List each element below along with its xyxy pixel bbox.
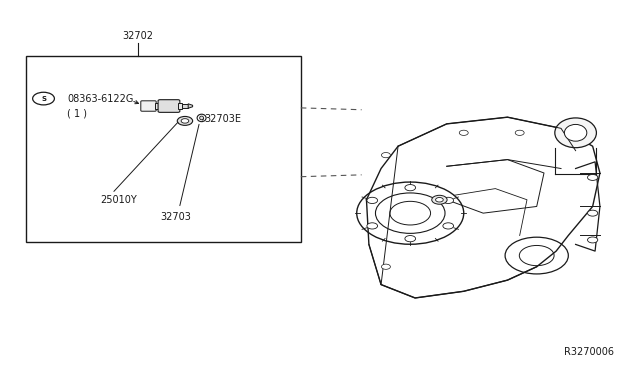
Bar	[182, 104, 188, 108]
Circle shape	[436, 198, 444, 202]
Circle shape	[405, 235, 415, 242]
Circle shape	[588, 174, 598, 180]
Text: ( 1 ): ( 1 )	[67, 109, 87, 118]
Ellipse shape	[555, 118, 596, 148]
Circle shape	[367, 197, 378, 203]
Circle shape	[588, 210, 598, 216]
Circle shape	[588, 237, 598, 243]
Ellipse shape	[197, 114, 206, 122]
Text: 25010Y: 25010Y	[100, 195, 137, 205]
Circle shape	[177, 116, 193, 125]
Circle shape	[381, 153, 390, 158]
Circle shape	[443, 223, 454, 229]
Text: 08363-6122G: 08363-6122G	[67, 94, 134, 103]
Bar	[178, 103, 182, 109]
Ellipse shape	[200, 116, 204, 120]
FancyBboxPatch shape	[158, 100, 180, 112]
Bar	[155, 103, 160, 109]
Polygon shape	[188, 104, 193, 108]
Text: R3270006: R3270006	[564, 347, 614, 357]
Circle shape	[181, 119, 189, 123]
Bar	[26, 56, 301, 242]
Circle shape	[381, 264, 390, 269]
Text: S: S	[41, 96, 46, 102]
Text: 32703E: 32703E	[205, 114, 242, 124]
Text: 32703: 32703	[161, 212, 191, 222]
Circle shape	[432, 195, 447, 204]
FancyBboxPatch shape	[141, 101, 156, 111]
Circle shape	[460, 130, 468, 135]
Circle shape	[405, 185, 415, 191]
Circle shape	[367, 223, 378, 229]
Ellipse shape	[564, 124, 587, 141]
Text: 32702: 32702	[122, 31, 153, 41]
Circle shape	[515, 130, 524, 135]
Circle shape	[443, 197, 454, 203]
